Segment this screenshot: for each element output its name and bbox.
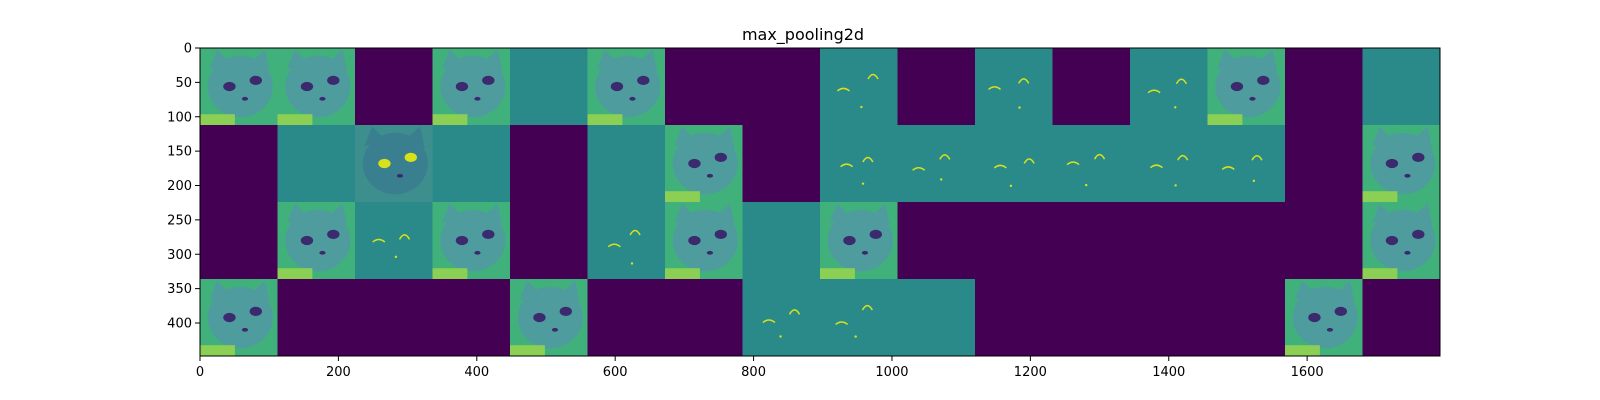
tile-r1-c13-edge	[1207, 125, 1285, 202]
tile-r1-c12-edge	[1130, 125, 1208, 202]
tile-r2-c13-dark	[1207, 202, 1285, 279]
x-tick-label-200: 200	[326, 365, 351, 380]
tile-r2-c2-edge	[355, 202, 433, 279]
tile-r3-c15-dark	[1362, 279, 1440, 356]
tile-r0-c9-dark	[897, 48, 975, 125]
tile-r3-c3-dark	[432, 279, 510, 356]
tile-r1-c8-edge	[820, 125, 898, 202]
tile-r1-c14-dark	[1285, 125, 1363, 202]
tile-r3-c1-dark	[277, 279, 355, 356]
tile-r2-c7-flat	[742, 202, 820, 279]
y-tick-label-300: 300	[167, 248, 192, 263]
tile-r0-c2-dark	[355, 48, 433, 125]
x-tick-label-600: 600	[603, 365, 628, 380]
tile-r3-c12-dark	[1130, 279, 1208, 356]
chart-title: max_pooling2d	[742, 25, 864, 45]
tile-r3-c10-dark	[975, 279, 1053, 356]
tile-r3-c9-flat	[897, 279, 975, 356]
x-tick-label-0: 0	[196, 365, 204, 380]
x-tick-label-400: 400	[464, 365, 489, 380]
tile-r0-c14-dark	[1285, 48, 1363, 125]
tile-r0-c10-edge	[975, 48, 1053, 125]
heatmap-grid	[200, 48, 1440, 356]
plot-frame	[199, 47, 1441, 357]
y-tick-label-350: 350	[167, 282, 192, 297]
tile-r1-c6-cat	[665, 125, 743, 202]
tile-r2-c8-cat	[820, 202, 898, 279]
y-tick-label-100: 100	[167, 110, 192, 125]
y-tick-label-50: 50	[175, 76, 192, 91]
tile-r1-c10-edge	[975, 125, 1053, 202]
tile-r0-c7-dark	[742, 48, 820, 125]
x-tick-label-1600: 1600	[1291, 365, 1324, 380]
tile-r3-c13-dark	[1207, 279, 1285, 356]
tile-r0-c5-cat	[587, 48, 665, 125]
tile-r2-c9-dark	[897, 202, 975, 279]
tile-r2-c6-cat	[665, 202, 743, 279]
tile-r0-c8-edge	[820, 48, 898, 125]
tile-r2-c4-dark	[510, 202, 588, 279]
tile-r2-c14-dark	[1285, 202, 1363, 279]
tile-r3-c6-dark	[665, 279, 743, 356]
tile-r2-c12-dark	[1130, 202, 1208, 279]
y-axis: 0 50 100 150 200 250 300 350 400	[167, 42, 200, 332]
tile-r2-c1-cat	[277, 202, 355, 279]
y-tick-label-200: 200	[167, 179, 192, 194]
tile-r1-c15-cat	[1362, 125, 1440, 202]
tile-r3-c2-dark	[355, 279, 433, 356]
tile-r3-c0-cat	[200, 279, 278, 356]
tile-r1-c1-flat	[277, 125, 355, 202]
x-tick-label-1200: 1200	[1014, 365, 1047, 380]
x-tick-label-800: 800	[741, 365, 766, 380]
tile-r1-c0-dark	[200, 125, 278, 202]
tile-r1-c5-flat	[587, 125, 665, 202]
tile-r0-c4-flat	[510, 48, 588, 125]
tile-r3-c8-edge	[820, 279, 898, 356]
tile-r0-c0-cat	[200, 48, 278, 125]
tile-r3-c7-edge	[742, 279, 820, 356]
tile-r1-c4-dark	[510, 125, 588, 202]
tile-r2-c5-edge	[587, 202, 665, 279]
tile-r3-c4-cat	[510, 279, 588, 356]
y-tick-label-150: 150	[167, 145, 192, 160]
tile-r1-c2-cat_inverted	[355, 125, 433, 202]
tile-r3-c14-cat	[1285, 279, 1363, 356]
tile-r0-c15-flat	[1362, 48, 1440, 125]
tile-r1-c9-edge	[897, 125, 975, 202]
tile-r0-c3-cat	[432, 48, 510, 125]
tile-r0-c1-cat	[277, 48, 355, 125]
tile-r2-c3-cat	[432, 202, 510, 279]
tile-r2-c10-dark	[975, 202, 1053, 279]
tile-r0-c12-edge	[1130, 48, 1208, 125]
tile-r0-c13-cat	[1207, 48, 1285, 125]
tile-r1-c11-edge	[1052, 125, 1130, 202]
y-tick-label-400: 400	[167, 317, 192, 332]
tile-r0-c6-dark	[665, 48, 743, 125]
y-tick-label-0: 0	[184, 42, 192, 57]
x-tick-label-1400: 1400	[1152, 365, 1185, 380]
y-tick-label-250: 250	[167, 213, 192, 228]
tile-r3-c5-dark	[587, 279, 665, 356]
tile-r1-c3-flat	[432, 125, 510, 202]
tile-r2-c0-dark	[200, 202, 278, 279]
tile-r2-c15-cat	[1362, 202, 1440, 279]
tile-r2-c11-dark	[1052, 202, 1130, 279]
tile-r0-c11-dark	[1052, 48, 1130, 125]
x-tick-label-1000: 1000	[875, 365, 908, 380]
tile-r1-c7-dark	[742, 125, 820, 202]
x-axis: 0 200 400 600 800 1000 1200 1400 1600	[196, 356, 1324, 380]
tile-r3-c11-dark	[1052, 279, 1130, 356]
